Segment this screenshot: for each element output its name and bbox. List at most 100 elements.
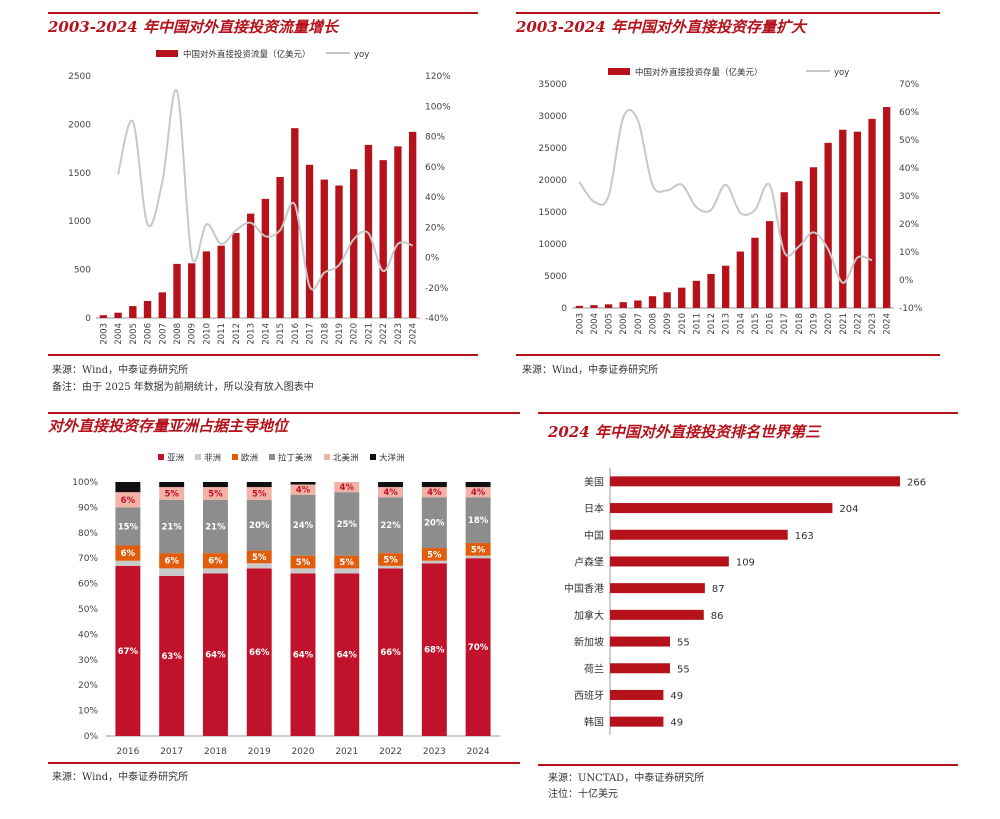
- x-tick-label: 2016: [116, 747, 139, 757]
- stack-segment: [159, 482, 185, 488]
- y-tick-right: 120%: [425, 72, 451, 82]
- bar: [610, 716, 664, 727]
- stack-segment: [115, 565, 141, 736]
- stack-segment: [465, 558, 491, 736]
- y-tick-left: 20000: [538, 176, 567, 186]
- source-note: 来源：Wind，中泰证券研究所: [52, 772, 189, 783]
- data-label: 4%: [296, 486, 311, 496]
- x-tick-label: 2014: [736, 313, 746, 335]
- bar: [173, 263, 181, 318]
- bar: [408, 131, 417, 318]
- stack-segment: [378, 487, 404, 498]
- bar: [276, 176, 284, 318]
- stack-segment: [290, 494, 316, 556]
- stack-segment: [378, 497, 404, 554]
- x-tick-label: 2006: [619, 313, 629, 335]
- stack-segment: [421, 482, 447, 488]
- panel-fdi-stock: 2003-2024 年中国对外直接投资存量扩大 中国对外直接投资存量（亿美元） y…: [516, 12, 940, 397]
- chart-fdi-flow: 中国对外直接投资流量（亿美元） yoy 0 500 1000 1500 2000 2500 -4…: [68, 49, 451, 345]
- data-label: 18%: [468, 516, 489, 526]
- data-label: 4%: [383, 488, 398, 498]
- bar: [610, 583, 705, 594]
- stack-segment: [202, 482, 228, 488]
- stack-segment: [465, 555, 491, 559]
- x-tick-label: 2017: [306, 323, 316, 345]
- y-tick-right: 0%: [425, 254, 440, 264]
- data-label: 109: [736, 557, 755, 568]
- stack-segment: [159, 568, 185, 576]
- legend-swatch: [195, 454, 201, 460]
- source-rule: [516, 354, 940, 356]
- x-tick-label: 2022: [853, 313, 863, 335]
- title-rule: [48, 412, 520, 414]
- x-tick-label: 2011: [692, 313, 702, 335]
- bar: [590, 305, 598, 308]
- category-label: 西班牙: [574, 690, 604, 702]
- legend-swatch: [370, 454, 376, 460]
- bar: [114, 312, 122, 318]
- x-tick-label: 2010: [202, 323, 212, 345]
- stack-segment: [202, 499, 228, 554]
- bar: [853, 131, 862, 308]
- x-tick-label: 2021: [839, 313, 849, 335]
- x-tick-label: 2015: [276, 323, 286, 345]
- stack-segment: [159, 575, 185, 736]
- y-tick-left: 1500: [68, 169, 91, 179]
- x-tick-label: 2022: [379, 747, 402, 757]
- stack-segment: [115, 545, 141, 561]
- y-tick-left: 2000: [68, 120, 91, 130]
- stack-segment: [290, 482, 316, 485]
- stack-segment: [246, 550, 272, 564]
- data-label: 20%: [249, 521, 270, 531]
- x-tick-label: 2008: [173, 323, 183, 345]
- legend-swatch: [324, 454, 330, 460]
- x-tick-label: 2024: [409, 323, 419, 345]
- y-tick-left: 5000: [544, 272, 567, 282]
- stack-segment: [159, 553, 185, 569]
- data-label: 5%: [427, 550, 442, 560]
- y-tick: 10%: [78, 707, 98, 717]
- data-label: 5%: [471, 545, 486, 555]
- stack-segment: [421, 563, 447, 736]
- data-label: 70%: [468, 643, 489, 653]
- x-tick-label: 2011: [217, 323, 227, 345]
- x-tick-label: 2009: [663, 313, 673, 335]
- legend-label: 亚洲: [167, 454, 184, 464]
- legend-label: 北美洲: [333, 453, 359, 464]
- remark-note: 注位：十亿美元: [548, 789, 618, 800]
- bar: [692, 280, 701, 308]
- y-tick: 0%: [84, 732, 99, 742]
- bar: [394, 146, 402, 318]
- data-label: 49: [670, 691, 683, 702]
- x-tick-label: 2021: [364, 323, 374, 345]
- data-label: 55: [677, 664, 690, 675]
- x-tick-label: 2015: [751, 313, 761, 335]
- data-label: 64%: [205, 651, 226, 661]
- title-rule: [516, 12, 940, 14]
- category-label: 新加坡: [574, 636, 604, 649]
- bar: [722, 265, 730, 308]
- bar: [648, 296, 657, 308]
- x-tick-label: 2018: [320, 323, 330, 345]
- data-label: 4%: [427, 488, 442, 498]
- y-tick: 60%: [78, 580, 98, 590]
- data-label: 87: [712, 584, 725, 595]
- stack-segment: [290, 484, 316, 495]
- y-tick-right: 10%: [899, 248, 919, 258]
- yoy-line: [578, 108, 873, 284]
- bar: [610, 556, 729, 567]
- x-tick-label: 2009: [188, 323, 198, 345]
- stack-segment: [159, 499, 185, 554]
- chart-stock-by-region: 亚洲 非洲 欧洲 拉丁美洲 北美洲 大洋洲 0% 10% 20% 30% 40% 50% 60% 70% 8…: [72, 453, 500, 757]
- x-tick-label: 2012: [707, 313, 717, 335]
- yoy-line: [117, 88, 413, 291]
- bar: [809, 167, 818, 308]
- x-tick-label: 2014: [261, 323, 271, 345]
- bar: [143, 300, 152, 318]
- y-tick-left: 10000: [538, 240, 567, 250]
- bar: [350, 169, 358, 318]
- stack-segment: [246, 499, 272, 551]
- bar: [610, 689, 664, 700]
- x-tick-label: 2006: [144, 323, 154, 345]
- data-label: 5%: [252, 553, 267, 563]
